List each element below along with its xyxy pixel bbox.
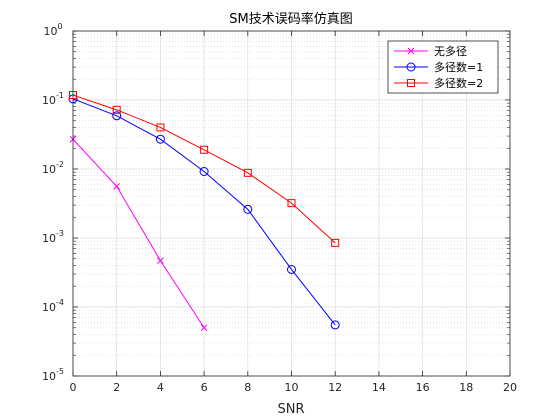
- y-tick-label: 10-5: [42, 367, 64, 383]
- x-tick-label: 16: [416, 381, 430, 394]
- legend-label: 无多径: [434, 44, 467, 58]
- legend-item: 多径数=2: [394, 76, 483, 90]
- x-tick-label: 14: [372, 381, 386, 394]
- data-point: [200, 324, 208, 332]
- x-tick-label: 6: [201, 381, 208, 394]
- series-3: [69, 91, 340, 247]
- x-tick-label: 8: [244, 381, 251, 394]
- y-tick-label: 10-3: [42, 229, 64, 245]
- legend-label: 多径数=2: [434, 76, 483, 90]
- series-line: [72, 138, 205, 329]
- data-point: [331, 238, 340, 247]
- plot-frame: [72, 30, 511, 377]
- marker-stroke: [200, 324, 208, 332]
- legend-marker: [407, 79, 415, 87]
- series-layer: [68, 91, 340, 332]
- x-tick-label: 12: [328, 381, 342, 394]
- x-tick-label: 4: [157, 381, 164, 394]
- x-tick-labels: 0 2 4 6 8 10 12 14 16 18 20: [70, 381, 518, 394]
- legend-marker: [406, 62, 416, 72]
- legend-item: 无多径: [394, 44, 467, 58]
- marker-stroke: [157, 257, 164, 264]
- series-line: [72, 94, 336, 244]
- marker-stroke: [407, 47, 415, 55]
- data-point: [199, 166, 209, 176]
- data-point: [112, 105, 121, 114]
- data-point: [200, 145, 209, 154]
- y-tick-label: 100: [43, 22, 62, 38]
- legend-label: 多径数=1: [434, 60, 483, 74]
- data-point: [287, 199, 296, 208]
- series-line: [72, 98, 336, 326]
- grid: [72, 30, 511, 377]
- marker-stroke: [113, 183, 121, 190]
- data-point: [287, 264, 296, 274]
- series-1: [69, 135, 208, 332]
- y-tick-labels: 10-5 10-4 10-3 10-2 10-1 100: [42, 22, 64, 383]
- data-point: [157, 257, 164, 264]
- x-tick-label: 20: [503, 381, 517, 394]
- y-tick-label: 10-4: [42, 298, 64, 314]
- legend-item: 多径数=1: [394, 60, 483, 74]
- data-point: [330, 320, 340, 330]
- x-tick-label: 2: [113, 381, 120, 394]
- x-tick-label: 10: [285, 381, 299, 394]
- data-point: [156, 123, 165, 132]
- data-point: [113, 183, 121, 190]
- data-point: [243, 204, 253, 214]
- data-point: [243, 168, 252, 177]
- x-axis-label: SNR: [277, 402, 304, 417]
- chart-title: SM技术误码率仿真图: [229, 11, 352, 27]
- y-tick-label: 10-2: [42, 160, 64, 176]
- x-tick-label: 18: [459, 381, 473, 394]
- x-tick-label: 0: [70, 381, 77, 394]
- data-point: [112, 111, 122, 121]
- legend-marker: [407, 47, 415, 55]
- data-point: [155, 134, 165, 144]
- y-tick-label: 10-1: [42, 91, 64, 107]
